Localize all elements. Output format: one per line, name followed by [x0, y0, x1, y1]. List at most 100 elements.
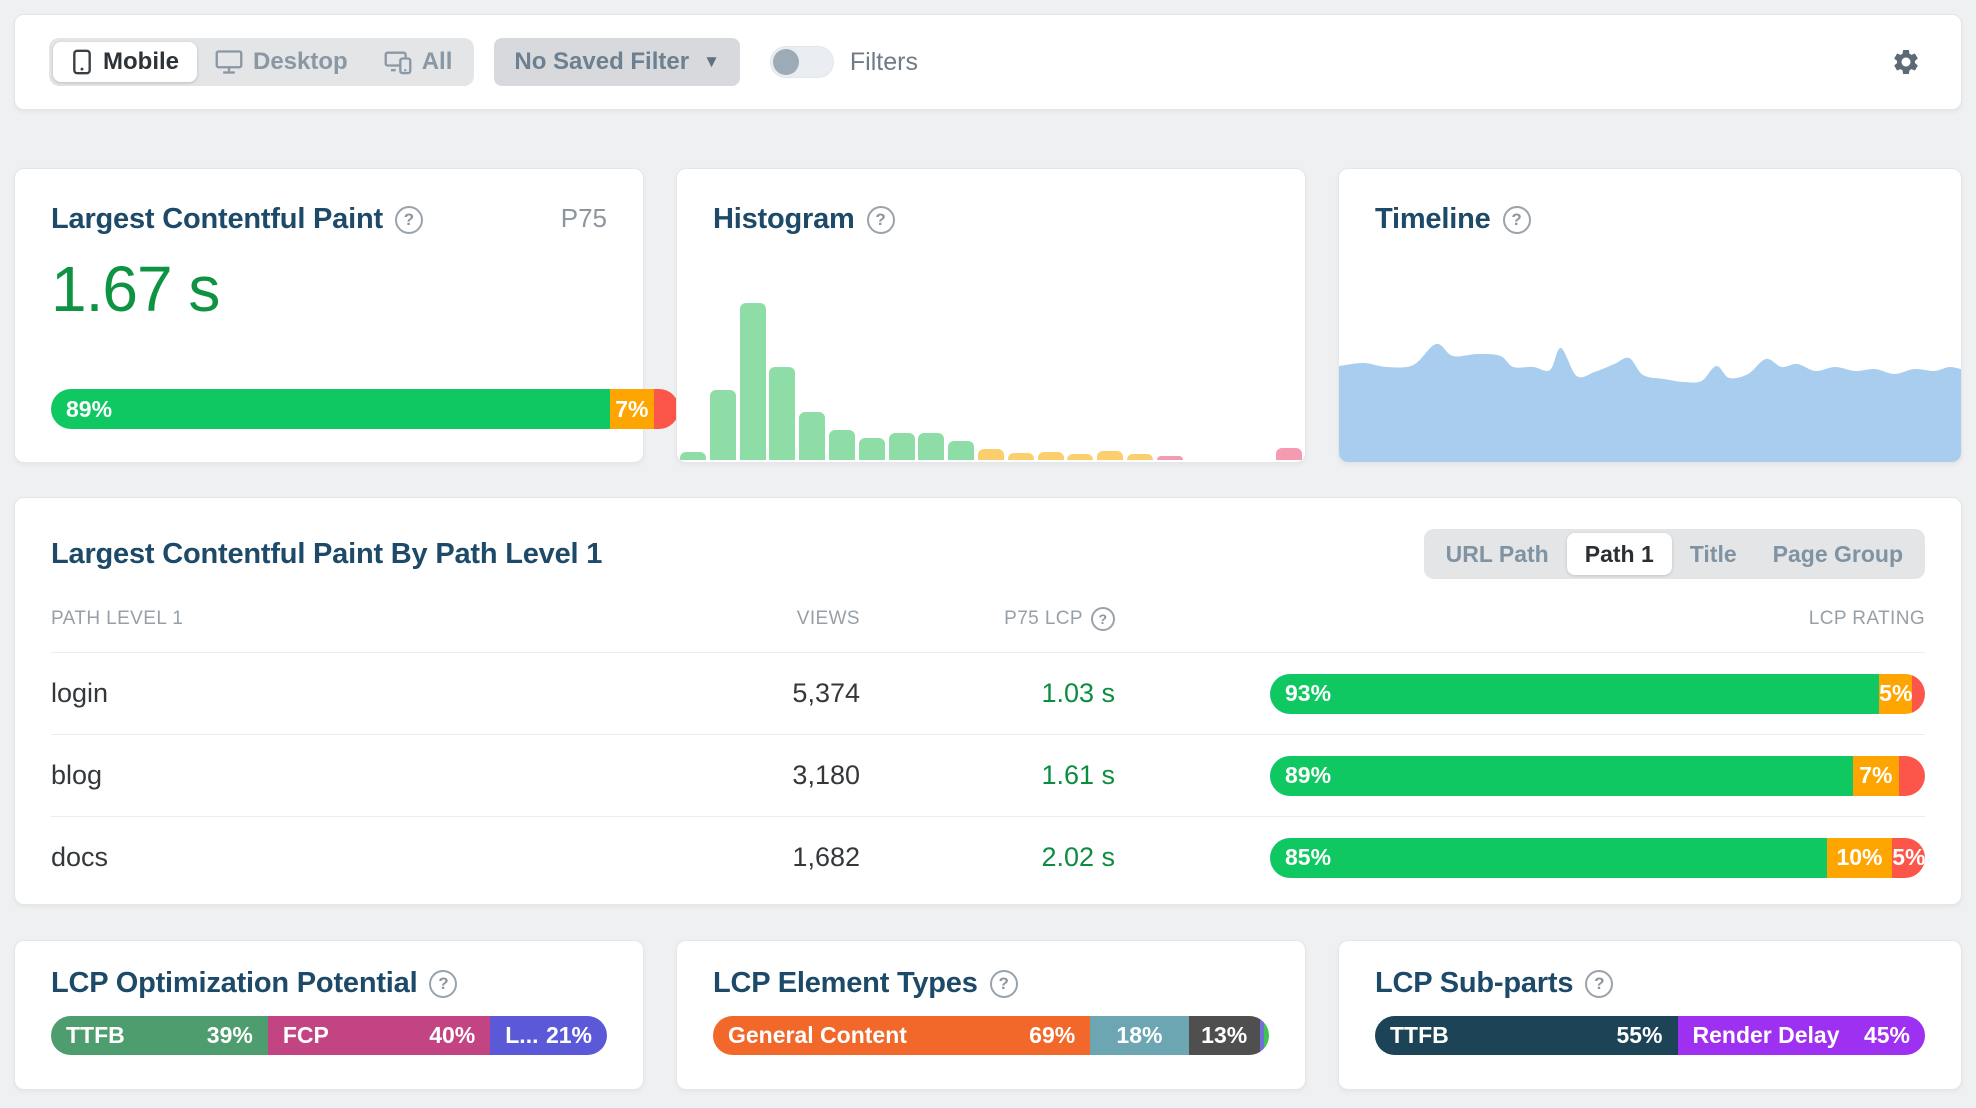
histogram-bar — [977, 449, 1004, 460]
timeline-card: Timeline ? — [1338, 168, 1962, 463]
element-types-stacked-bar: General Content 69% 18% 13% — [713, 1016, 1269, 1055]
row-views: 5,374 — [792, 678, 860, 708]
table-row[interactable]: docs 1,682 2.02 s 85% 10% 5% — [51, 816, 1925, 898]
histogram-bar — [948, 441, 975, 460]
bar-segment — [1898, 755, 1925, 796]
card-title: LCP Sub-parts — [1375, 967, 1574, 999]
filters-label: Filters — [849, 47, 918, 76]
col-path-level-1: PATH LEVEL 1 — [51, 608, 184, 629]
histogram-bar — [769, 367, 796, 460]
histogram-bar — [918, 433, 945, 460]
monitor-icon — [215, 50, 243, 74]
bar-segment: 89% — [51, 389, 610, 429]
device-tab-label: Desktop — [253, 48, 348, 75]
device-tab-label: All — [421, 48, 453, 75]
lcp-by-path-card: Largest Contentful Paint By Path Level 1… — [14, 497, 1962, 905]
help-icon[interactable]: ? — [989, 969, 1018, 998]
card-title: Timeline — [1375, 203, 1491, 235]
histogram-bar — [1156, 456, 1183, 460]
histogram-bar — [1037, 452, 1064, 460]
table-row[interactable]: login 5,374 1.03 s 93% 5% — [51, 652, 1925, 734]
histogram-bar — [1007, 453, 1034, 460]
optimization-stacked-bar: TTFB 39% FCP 40% L... 21% — [51, 1016, 607, 1055]
bar-segment: Render Delay 45% — [1677, 1016, 1925, 1055]
histogram-chart — [680, 298, 1302, 460]
bar-segment: FCP 40% — [267, 1016, 491, 1055]
card-title: LCP Optimization Potential — [51, 967, 418, 999]
bar-segment: 10% — [1826, 837, 1893, 878]
row-rating-bar: 85% 10% 5% — [1270, 837, 1925, 878]
row-path: docs — [51, 842, 109, 872]
bar-segment: 5% — [1879, 673, 1912, 714]
row-views: 3,180 — [792, 760, 860, 790]
histogram-bar — [739, 303, 766, 460]
device-tab-desktop[interactable]: Desktop — [197, 42, 366, 82]
timeline-area-chart — [1339, 343, 1961, 462]
bar-segment: General Content 69% — [713, 1016, 1091, 1055]
chevron-down-icon: ▼ — [703, 52, 720, 71]
filters-toggle[interactable] — [769, 46, 834, 78]
histogram-card: Histogram ? — [676, 168, 1306, 463]
col-p75-lcp: P75 LCP ? — [860, 607, 1115, 631]
help-icon[interactable]: ? — [1091, 607, 1115, 631]
subparts-stacked-bar: TTFB 55% Render Delay 45% — [1375, 1016, 1925, 1055]
timeline-area — [1339, 343, 1961, 462]
row-lcp: 1.03 s — [1041, 678, 1115, 708]
help-icon[interactable]: ? — [866, 205, 895, 234]
bar-segment — [1263, 1016, 1269, 1055]
bar-segment — [1259, 1016, 1264, 1055]
histogram-bar — [799, 412, 826, 460]
help-icon[interactable]: ? — [429, 969, 458, 998]
toolbar: Mobile Desktop All No Saved Filter ▼ Fil… — [14, 14, 1962, 110]
table-title: Largest Contentful Paint By Path Level 1 — [51, 537, 603, 570]
histogram-bar — [1067, 454, 1094, 460]
histogram-bar — [888, 433, 915, 460]
device-tab-all[interactable]: All — [366, 42, 471, 82]
bar-segment: 5% — [1892, 837, 1925, 878]
device-tab-label: Mobile — [103, 48, 179, 75]
saved-filter-label: No Saved Filter — [514, 48, 690, 75]
tab-page-group[interactable]: Page Group — [1772, 540, 1903, 567]
histogram-bar — [1097, 451, 1124, 460]
bar-segment: 13% — [1188, 1016, 1260, 1055]
histogram-bar — [680, 452, 706, 460]
help-icon[interactable]: ? — [394, 205, 423, 234]
row-path: blog — [51, 760, 103, 790]
grouping-tabs: URL Path Path 1 Title Page Group — [1423, 529, 1925, 579]
row-lcp: 1.61 s — [1041, 760, 1115, 790]
histogram-bar — [1275, 448, 1302, 460]
saved-filter-dropdown[interactable]: No Saved Filter ▼ — [494, 38, 740, 86]
tab-title[interactable]: Title — [1689, 540, 1737, 567]
bar-segment: L... 21% — [490, 1016, 607, 1055]
histogram-bar — [828, 430, 855, 460]
row-rating-bar: 93% 5% — [1270, 673, 1925, 714]
bar-segment: TTFB 55% — [1375, 1016, 1678, 1055]
card-title: LCP Element Types — [713, 967, 978, 999]
histogram-bar — [709, 390, 736, 460]
row-views: 1,682 — [792, 842, 860, 872]
table-row[interactable]: blog 3,180 1.61 s 89% 7% — [51, 734, 1925, 816]
histogram-bar — [858, 438, 885, 460]
row-path: login — [51, 678, 109, 708]
bar-segment — [1911, 673, 1925, 714]
help-icon[interactable]: ? — [1502, 205, 1531, 234]
tab-url-path[interactable]: URL Path — [1445, 540, 1549, 567]
card-title: Largest Contentful Paint — [51, 203, 383, 235]
bar-segment: 89% — [1270, 755, 1853, 796]
lcp-value: 1.67 s — [51, 253, 220, 325]
bar-segment: 85% — [1270, 837, 1827, 878]
toggle-knob — [772, 49, 799, 75]
lcp-element-types-card: LCP Element Types ? General Content 69% 18… — [676, 940, 1306, 1090]
card-title: Histogram — [713, 203, 855, 235]
lcp-subparts-card: LCP Sub-parts ? TTFB 55% Render Delay 45% — [1338, 940, 1962, 1090]
row-rating-bar: 89% 7% — [1270, 755, 1925, 796]
device-segmented-control: Mobile Desktop All — [49, 38, 475, 86]
gear-icon[interactable] — [1891, 47, 1921, 77]
lcp-rating-bar: 89% 7% — [51, 389, 679, 429]
device-tab-mobile[interactable]: Mobile — [53, 42, 197, 82]
help-icon[interactable]: ? — [1585, 969, 1614, 998]
tab-path-1[interactable]: Path 1 — [1566, 533, 1672, 575]
smartphone-icon — [73, 49, 91, 75]
bar-segment: 18% — [1090, 1016, 1189, 1055]
